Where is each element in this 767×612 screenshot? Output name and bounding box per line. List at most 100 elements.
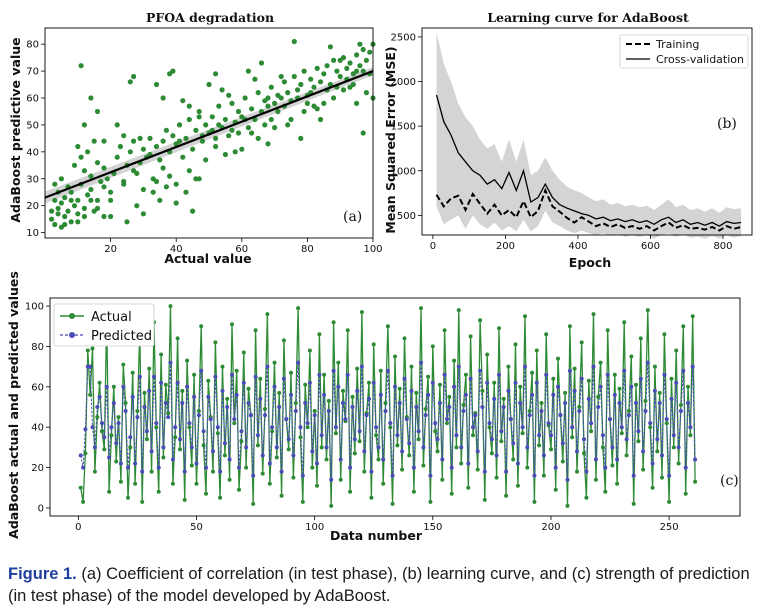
- actual-point: [147, 366, 152, 371]
- predicted-point: [187, 421, 192, 426]
- actual-point: [582, 451, 586, 456]
- predicted-point: [600, 433, 605, 438]
- actual-point: [499, 439, 504, 444]
- predicted-point: [622, 368, 627, 373]
- predicted-point: [319, 433, 324, 438]
- predicted-point: [539, 409, 544, 413]
- predicted-point: [192, 394, 197, 399]
- predicted-point: [383, 409, 388, 413]
- scatter-point: [140, 211, 146, 217]
- actual-point: [265, 312, 270, 317]
- actual-point: [523, 314, 527, 319]
- scatter-point: [321, 100, 327, 106]
- actual-point: [619, 431, 624, 436]
- y-tick-label: 10: [26, 228, 39, 239]
- actual-point: [111, 384, 116, 389]
- actual-point: [447, 394, 452, 399]
- actual-point: [572, 366, 577, 371]
- scatter-point: [170, 133, 176, 139]
- actual-point: [362, 469, 367, 474]
- scatter-point: [354, 52, 360, 58]
- predicted-point: [255, 433, 260, 438]
- predicted-point: [385, 368, 390, 373]
- scatter-point: [357, 41, 363, 47]
- predicted-point: [671, 433, 676, 438]
- scatter-point: [262, 122, 268, 128]
- predicted-point: [168, 360, 173, 365]
- predicted-point: [196, 413, 201, 418]
- predicted-point: [142, 405, 147, 409]
- predicted-point: [681, 368, 686, 373]
- predicted-point: [343, 417, 348, 422]
- scatter-point: [311, 103, 317, 109]
- scatter-point: [275, 108, 281, 115]
- actual-point: [693, 479, 698, 484]
- scatter-point: [363, 57, 369, 63]
- y-tick-label: 1500: [391, 122, 416, 133]
- predicted-point: [686, 401, 690, 405]
- y-tick-label: 60: [26, 94, 39, 105]
- actual-point: [241, 350, 246, 355]
- predicted-point: [525, 445, 530, 450]
- predicted-point: [234, 392, 239, 397]
- scatter-point: [176, 122, 183, 128]
- panel-c-frame: [49, 297, 741, 517]
- actual-point: [570, 435, 575, 440]
- actual-point: [149, 469, 154, 474]
- actual-point: [81, 499, 86, 504]
- scatter-point: [331, 95, 337, 101]
- actual-point: [175, 336, 180, 341]
- actual-point: [487, 425, 492, 430]
- scatter-point: [62, 221, 68, 228]
- actual-point: [485, 352, 490, 357]
- predicted-point: [284, 417, 289, 422]
- actual-point: [83, 451, 88, 456]
- scatter-point: [62, 195, 68, 201]
- scatter-point: [337, 57, 343, 63]
- actual-point: [634, 382, 638, 387]
- actual-point: [293, 401, 298, 405]
- predicted-point: [575, 449, 579, 454]
- scatter-point: [88, 197, 94, 203]
- panel-a-label: (a): [343, 209, 362, 225]
- predicted-point: [501, 405, 506, 409]
- actual-point: [456, 308, 461, 313]
- actual-point: [187, 425, 192, 430]
- actual-point: [518, 384, 523, 389]
- actual-point: [326, 398, 331, 403]
- predicted-point: [118, 461, 123, 466]
- panel-b-frame: [421, 27, 753, 236]
- predicted-point: [274, 445, 279, 450]
- actual-point: [501, 396, 506, 401]
- predicted-point: [634, 401, 638, 405]
- scatter-point: [340, 87, 347, 93]
- predicted-point: [567, 368, 572, 373]
- actual-point: [189, 463, 194, 468]
- predicted-point: [185, 384, 190, 389]
- scatter-point: [160, 138, 166, 144]
- scatter-point: [186, 168, 192, 174]
- predicted-point: [558, 413, 563, 418]
- predicted-point: [615, 457, 620, 462]
- scatter-point: [101, 138, 107, 144]
- predicted-point: [461, 409, 466, 413]
- scatter-point: [203, 122, 209, 128]
- actual-point: [560, 459, 565, 464]
- predicted-point: [263, 413, 267, 418]
- x-tick-label: 200: [496, 241, 515, 252]
- scatter-point: [213, 143, 219, 150]
- actual-point: [584, 495, 589, 500]
- predicted-point: [329, 477, 334, 482]
- predicted-point: [511, 441, 516, 446]
- scatter-point: [278, 95, 284, 101]
- predicted-point: [411, 465, 416, 470]
- scatter-point: [52, 197, 58, 203]
- predicted-point: [492, 396, 497, 401]
- predicted-point: [293, 409, 298, 413]
- actual-point: [494, 475, 499, 480]
- actual-point: [230, 322, 234, 327]
- scatter-point: [186, 116, 192, 123]
- figure-caption: Figure 1. (a) Coefficient of correlation…: [8, 563, 760, 607]
- scatter-point: [124, 219, 130, 225]
- actual-point: [352, 451, 357, 456]
